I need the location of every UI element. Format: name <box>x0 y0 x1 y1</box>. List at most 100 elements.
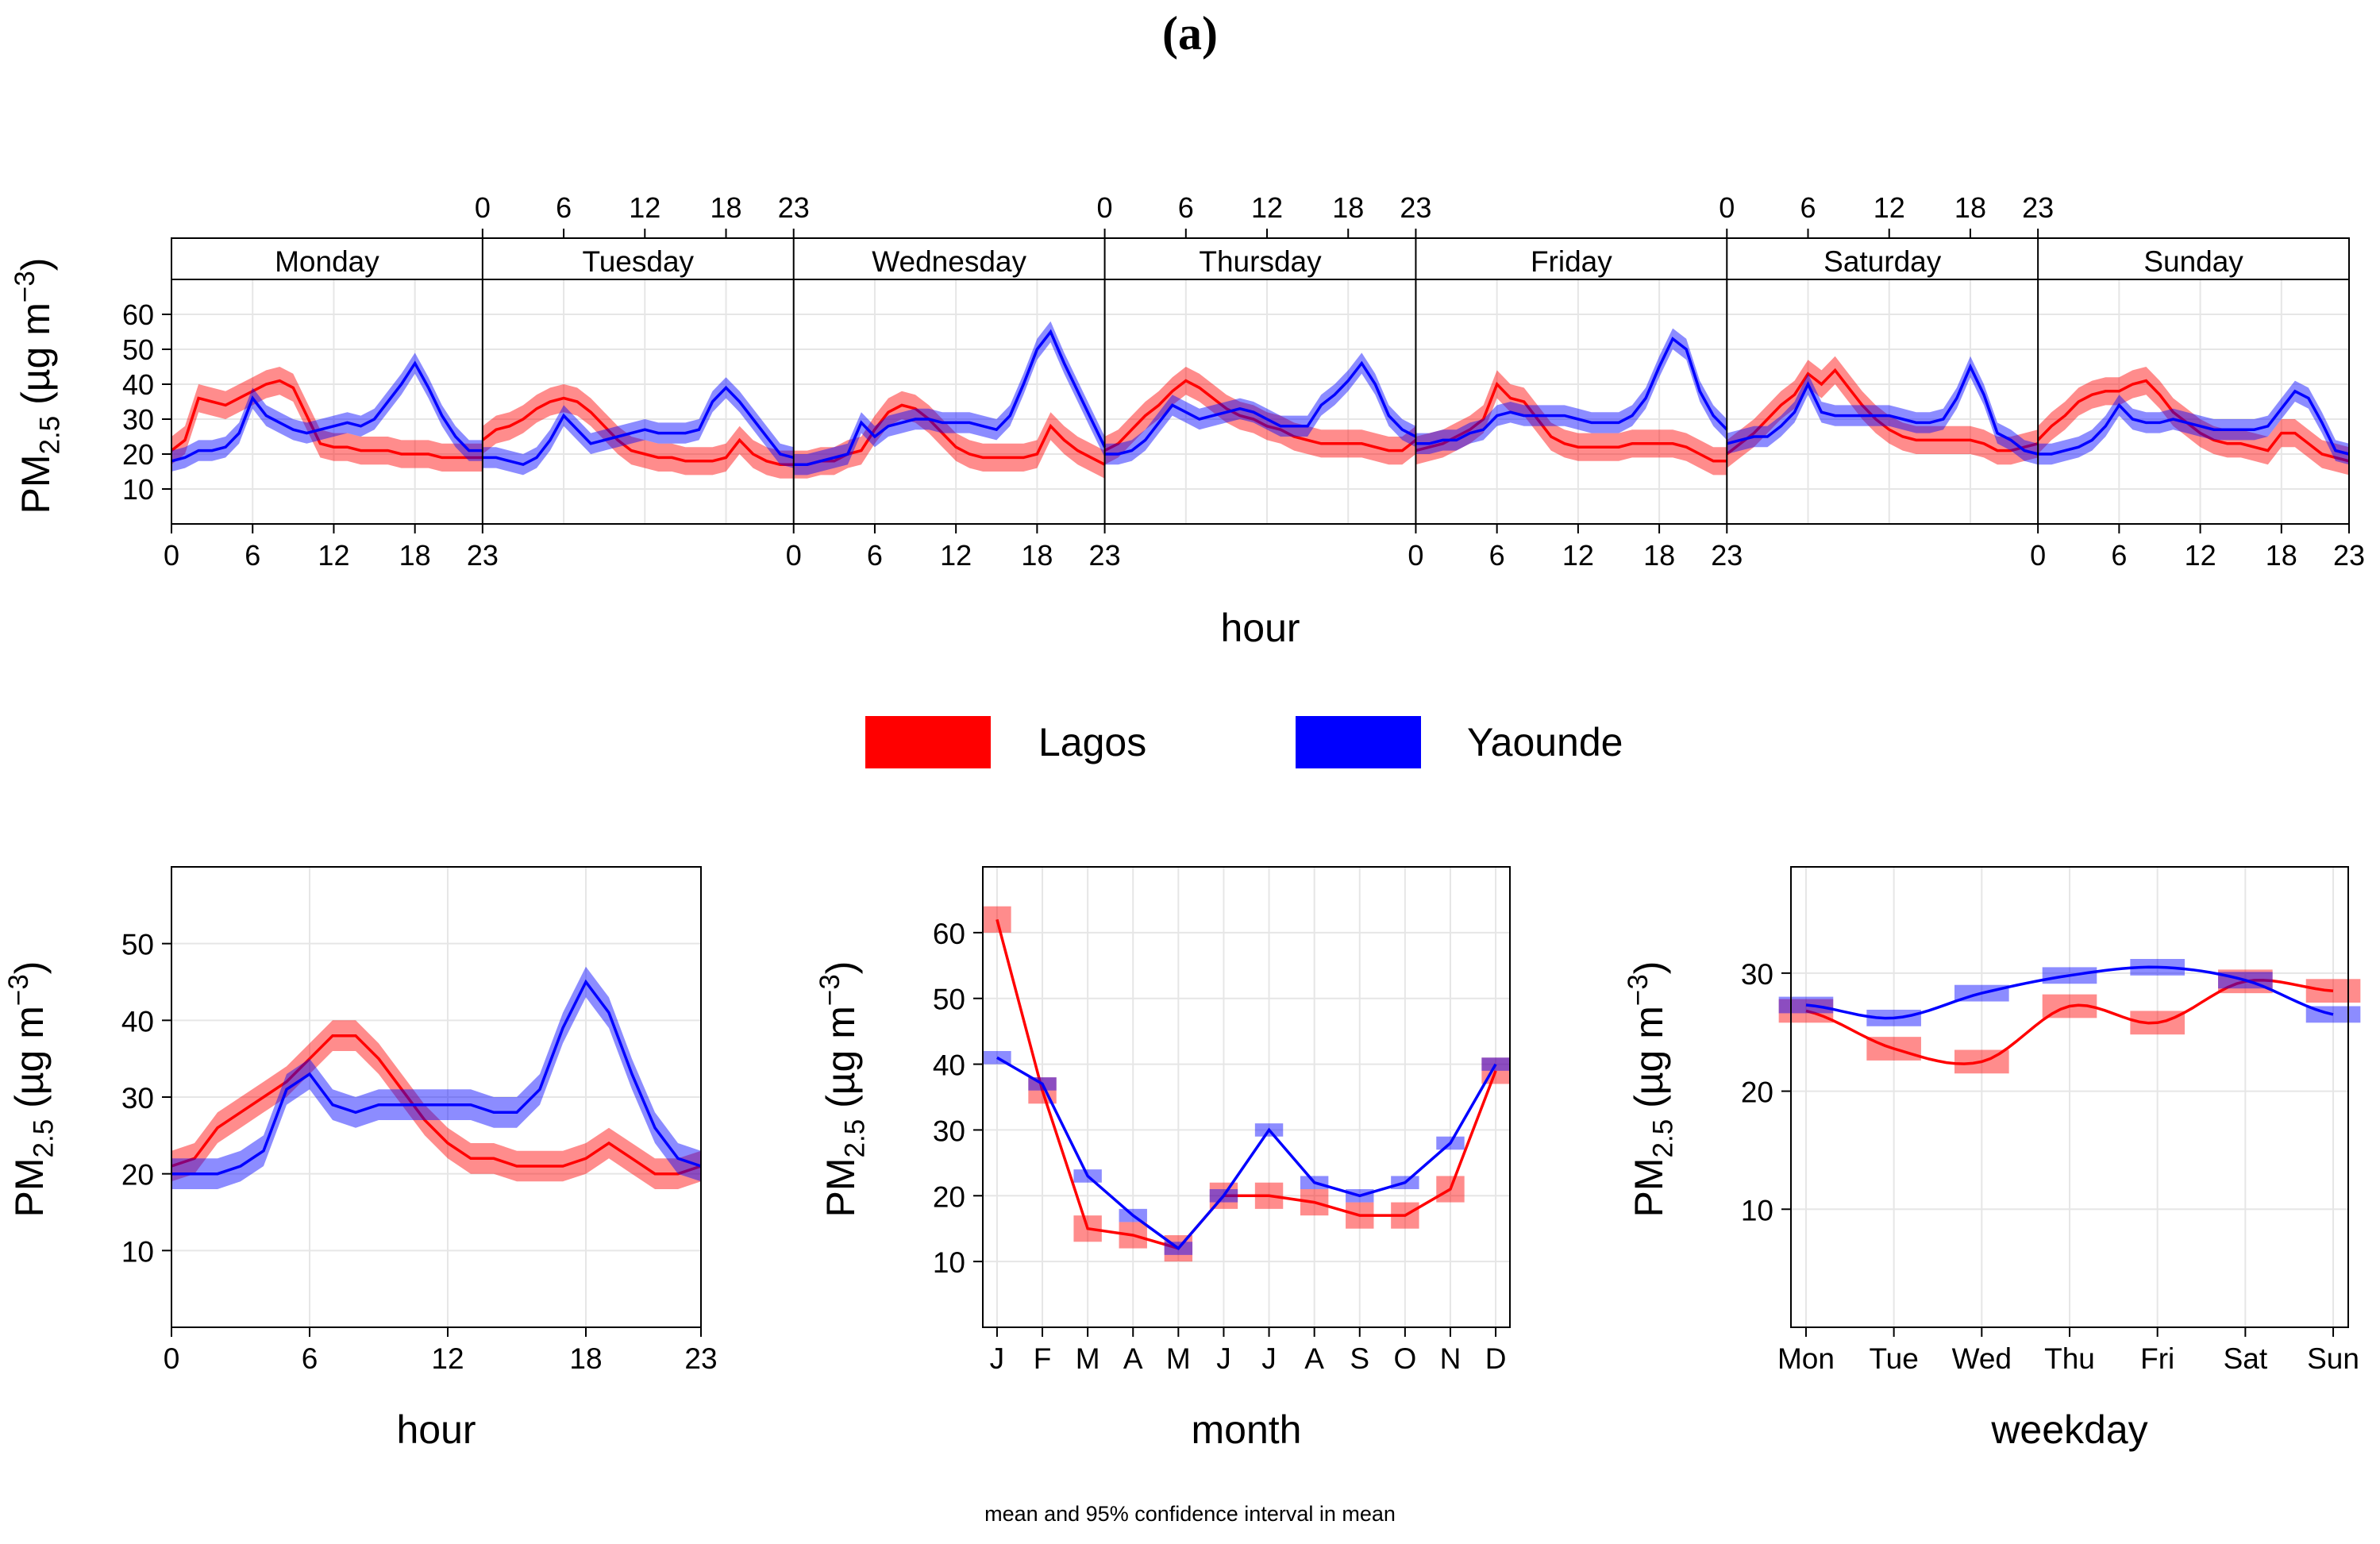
ylabel-part: (µg m <box>818 1006 863 1119</box>
weekday-xlabel: weekday <box>1990 1407 2147 1452</box>
series-line-lagos <box>171 1034 702 1176</box>
xtick-label: 18 <box>1021 539 1053 572</box>
xtick-label: 23 <box>1711 539 1743 572</box>
ytick-label: 20 <box>121 1159 154 1192</box>
xtick-label: 6 <box>245 539 260 572</box>
ylabel-part: 2.5 <box>29 1119 60 1158</box>
xtick-label: M <box>1166 1342 1191 1375</box>
legend-label-yaounde: Yaounde <box>1467 720 1623 764</box>
ytick-label: 60 <box>933 918 965 950</box>
series-line-lagos <box>1726 368 2039 456</box>
xtick-label: 0 <box>164 539 179 572</box>
xtick-label: Wed <box>1952 1342 2012 1375</box>
strip-label-wednesday: Wednesday <box>872 245 1026 278</box>
ytick-label: 20 <box>122 438 154 471</box>
xtick-label: N <box>1440 1342 1462 1375</box>
ci-band-yaounde <box>1727 356 2039 465</box>
ylabel-part: 2.5 <box>35 416 66 455</box>
ytick-label: 60 <box>122 298 154 331</box>
ytick-label: 50 <box>121 929 154 961</box>
series-line-lagos <box>996 918 1497 1250</box>
xtick-label: 12 <box>318 539 349 572</box>
xtick-label-top: 6 <box>1800 191 1816 224</box>
xtick-label-top: 0 <box>1097 191 1113 224</box>
xtick-label: 18 <box>1643 539 1675 572</box>
xtick-label: Fri <box>2140 1342 2174 1375</box>
xtick-label: J <box>1261 1342 1277 1375</box>
ytick-label: 40 <box>933 1049 965 1082</box>
legend: Lagos Yaounde <box>865 716 1623 768</box>
ytick-label: 10 <box>933 1246 965 1279</box>
xtick-label: 23 <box>684 1342 717 1375</box>
xtick-label: 12 <box>1562 539 1594 572</box>
xtick-label: 6 <box>1489 539 1505 572</box>
series-line-yaounde <box>171 360 483 463</box>
series-line-yaounde <box>996 1056 1497 1250</box>
xtick-label: 12 <box>431 1342 464 1375</box>
ylabel-part: ) <box>1627 961 1671 975</box>
ylabel-part: −3 <box>1623 974 1654 1006</box>
xtick-label: 6 <box>302 1342 318 1375</box>
dayhour-chart: Monday Tuesday Wednesday Thursday Friday Satu… <box>122 191 2365 650</box>
xtick-label: 0 <box>1408 539 1423 572</box>
xtick-label: 18 <box>399 539 431 572</box>
ylabel-part: −3 <box>3 974 34 1006</box>
ci-box-lagos <box>1778 999 1834 1023</box>
ytick-label: 40 <box>121 1005 154 1038</box>
ytick-label: 20 <box>933 1180 965 1213</box>
ytick-label: 10 <box>122 473 154 506</box>
ci-box-yaounde <box>1778 996 1834 1014</box>
xtick-label-top: 18 <box>1954 191 1986 224</box>
ylabel-part: PM <box>1627 1157 1671 1217</box>
ytick-label: 20 <box>1741 1076 1773 1109</box>
strip-frame <box>171 237 2350 280</box>
xtick-label-top: 12 <box>1251 191 1283 224</box>
ylabel-part: −3 <box>815 974 845 1006</box>
hour-ylabel: PM2.5 (µg m−3) <box>3 961 60 1218</box>
ytick-label: 10 <box>121 1235 154 1268</box>
series-line-yaounde <box>793 329 1107 466</box>
xtick-label: F <box>1034 1342 1052 1375</box>
xtick-label-top: 18 <box>711 191 742 224</box>
strip-label-thursday: Thursday <box>1199 245 1322 278</box>
ci-box-yaounde <box>1481 1057 1510 1071</box>
ylabel-part: ) <box>818 961 863 975</box>
hour-chart: 10 20 30 40 50 0 6 12 18 23 hour <box>121 866 718 1452</box>
legend-swatch-lagos <box>865 716 991 768</box>
series-line-yaounde <box>171 979 702 1176</box>
xtick-label: Tue <box>1869 1342 1918 1375</box>
ci-band-yaounde <box>171 352 483 472</box>
series-line-yaounde <box>482 385 795 467</box>
strip-label-tuesday: Tuesday <box>583 245 695 278</box>
xtick-label: 6 <box>867 539 883 572</box>
series-line-lagos <box>2036 379 2350 463</box>
xtick-label: A <box>1123 1342 1143 1375</box>
xtick-label: Sat <box>2224 1342 2268 1375</box>
hour-xlabel: hour <box>396 1407 476 1452</box>
ytick-label: 30 <box>122 403 154 436</box>
ci-band-yaounde <box>1415 328 1727 454</box>
xtick-label: O <box>1393 1342 1416 1375</box>
ci-band-yaounde <box>482 377 794 476</box>
ylabel-part: ) <box>7 961 52 975</box>
legend-swatch-yaounde <box>1296 716 1421 768</box>
strip-label-saturday: Saturday <box>1824 245 1942 278</box>
xtick-label: Sun <box>2307 1342 2359 1375</box>
series-line-lagos <box>170 379 483 460</box>
xtick-label-top: 6 <box>556 191 572 224</box>
legend-label-lagos: Lagos <box>1038 720 1146 764</box>
xtick-label: 0 <box>164 1342 180 1375</box>
xtick-label: M <box>1076 1342 1100 1375</box>
ytick-label: 30 <box>1741 958 1773 991</box>
plot-frame <box>171 279 2350 525</box>
month-ylabel: PM2.5 (µg m−3) <box>815 961 871 1218</box>
ylabel-part: PM <box>13 454 58 514</box>
series-line-lagos <box>1103 379 1417 452</box>
xtick-label: D <box>1485 1342 1507 1375</box>
weekday-chart: 10 20 30 Mon Tue Wed Thu Fri Sat Sun weekday <box>1741 866 2361 1452</box>
xtick-label-top: 0 <box>1719 191 1735 224</box>
xtick-label: 0 <box>2030 539 2046 572</box>
ytick-label: 30 <box>933 1115 965 1147</box>
